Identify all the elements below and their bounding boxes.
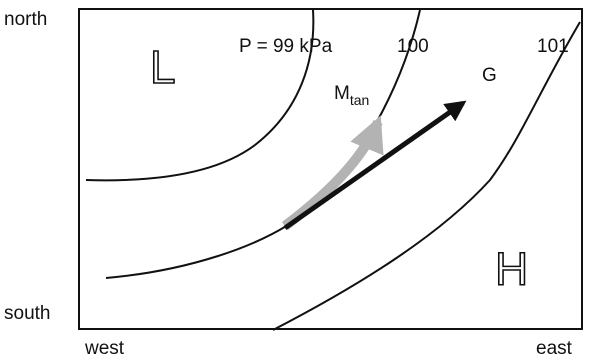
high-pressure-label: H xyxy=(495,243,528,295)
momentum-sub-text: tan xyxy=(350,92,369,108)
momentum-main-text: M xyxy=(334,83,350,104)
north-label: north xyxy=(4,9,47,30)
isobar-99-label: P = 99 kPa xyxy=(239,36,333,57)
east-label: east xyxy=(536,338,573,359)
isobar-99-line xyxy=(85,9,315,182)
diagram-frame xyxy=(78,8,583,330)
west-label: west xyxy=(84,338,125,359)
low-pressure-label: L xyxy=(150,41,176,93)
geostrophic-label: G xyxy=(482,65,497,86)
momentum-tan-arrow xyxy=(281,115,384,230)
momentum-tan-label: Mtan xyxy=(334,83,369,108)
isobar-101-label: 101 xyxy=(537,36,569,57)
isobar-100-label: 100 xyxy=(397,36,429,57)
south-label: south xyxy=(4,303,50,324)
isobar-101-line xyxy=(272,21,581,331)
geostrophic-arrow xyxy=(283,100,467,231)
